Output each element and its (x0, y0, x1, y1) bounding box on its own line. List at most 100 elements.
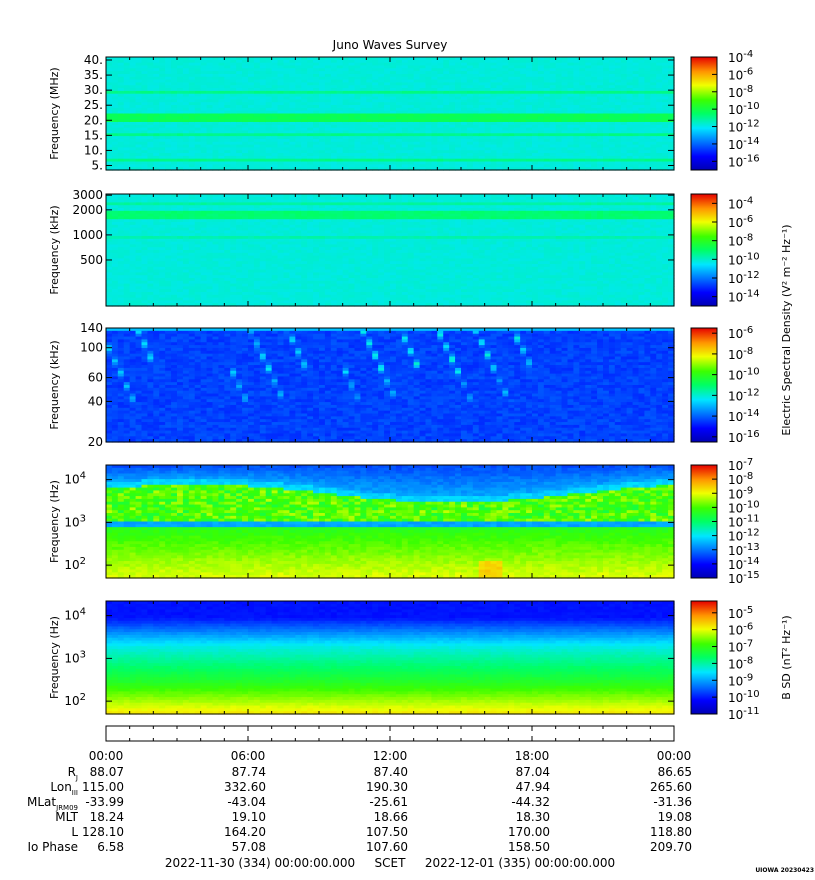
colorbar-label-2-2: 10-8 (728, 233, 753, 249)
ytick-label-3-1: 40 (88, 394, 103, 408)
colorbar-label-3-1: 10-8 (728, 346, 753, 362)
ephem-value-0-1: 87.74 (232, 765, 266, 779)
colorbar-label-1-0: 10-4 (728, 49, 753, 65)
ytick-label-5-2: 104 (64, 607, 86, 623)
ytick-label-2-2: 2000 (72, 203, 103, 217)
ephem-value-2-3: -44.32 (511, 795, 550, 809)
ephem-value-2-4: -31.36 (653, 795, 692, 809)
colorbar-3 (691, 328, 717, 442)
ephem-value-1-2: 190.30 (366, 780, 408, 794)
juno-waves-figure: Juno Waves Survey 5.10.15.20.25.30.35.40… (0, 0, 815, 880)
ytick-label-1-4: 25. (84, 98, 103, 112)
colorbar-label-4-8: 10-15 (728, 570, 760, 586)
ylabel-3: Frequency (kHz) (48, 340, 61, 429)
colorbar-label-1-2: 10-8 (728, 84, 753, 100)
ephem-value-1-3: 47.94 (516, 780, 550, 794)
colorbar-label-1-3: 10-10 (728, 101, 760, 117)
panels: 5.10.15.20.25.30.35.40.Frequency (MHz)10… (48, 49, 793, 722)
ytick-label-4-0: 102 (64, 556, 86, 572)
colorbar-label-2-0: 10-4 (728, 195, 753, 211)
colorbar-label-3-4: 10-14 (728, 408, 760, 424)
ytick-label-1-6: 35. (84, 68, 103, 82)
ephem-value-3-2: 18.66 (374, 810, 408, 824)
ephem-value-3-1: 19.10 (232, 810, 266, 824)
ephem-value-4-4: 118.80 (650, 825, 692, 839)
footer-end: 2022-12-01 (335) 00:00:00.000 (425, 856, 615, 870)
ytick-label-3-0: 20 (88, 435, 103, 449)
ephem-value-3-4: 19.08 (658, 810, 692, 824)
colorbar-label-2-3: 10-10 (728, 251, 760, 267)
ephem-label-4: L (71, 825, 78, 839)
colorbar-label-2-1: 10-6 (728, 214, 753, 230)
colorbar-label-3-5: 10-16 (728, 429, 760, 445)
colorbar-title-2: Electric Spectral Density (V² m⁻² Hz⁻¹) (780, 224, 793, 435)
ytick-label-4-1: 103 (64, 513, 86, 529)
ephem-value-2-1: -43.04 (227, 795, 266, 809)
ytick-label-4-2: 104 (64, 471, 86, 487)
ytick-label-3-3: 100 (80, 341, 103, 355)
ephem-value-5-4: 209.70 (650, 840, 692, 854)
heatmap-2 (106, 194, 675, 307)
ytick-label-3-4: 140 (80, 321, 103, 335)
panel-1: 5.10.15.20.25.30.35.40.Frequency (MHz)10… (48, 49, 760, 172)
time-axis: 00:00 06:00 12:00 18:00 00:00 (89, 726, 692, 763)
ytick-label-1-3: 20. (84, 113, 103, 127)
ytick-label-5-0: 102 (64, 692, 86, 708)
ephem-value-3-0: 18.24 (90, 810, 124, 824)
ephem-value-5-2: 107.60 (366, 840, 408, 854)
colorbar-label-5-0: 10-5 (728, 605, 753, 621)
time-tick-label-2: 12:00 (373, 749, 408, 763)
ephem-value-4-0: 128.10 (82, 825, 124, 839)
colorbar-title-5: B SD (nT² Hz⁻¹) (780, 615, 793, 699)
ephem-value-0-3: 87.04 (516, 765, 550, 779)
ytick-label-2-0: 500 (80, 253, 103, 267)
ephem-value-5-1: 57.08 (232, 840, 266, 854)
colorbar-label-5-4: 10-9 (728, 672, 753, 688)
heatmap-4 (106, 465, 675, 579)
colorbar-label-3-3: 10-12 (728, 387, 760, 403)
ephem-value-4-3: 170.00 (508, 825, 550, 839)
ytick-label-5-1: 103 (64, 649, 86, 665)
ephem-value-2-2: -25.61 (369, 795, 408, 809)
ephem-value-1-0: 115.00 (82, 780, 124, 794)
heatmap-3 (106, 328, 675, 443)
ephem-value-3-3: 18.30 (516, 810, 550, 824)
ylabel-2: Frequency (kHz) (48, 205, 61, 294)
ephem-value-5-0: 6.58 (97, 840, 124, 854)
time-tick-label-3: 18:00 (515, 749, 550, 763)
colorbar-label-3-2: 10-10 (728, 367, 760, 383)
colorbar-label-2-4: 10-12 (728, 270, 760, 286)
colorbar-label-1-1: 10-6 (728, 66, 753, 82)
ytick-label-1-0: 5. (92, 158, 103, 172)
colorbar-label-1-6: 10-16 (728, 153, 760, 169)
colorbar-label-3-0: 10-6 (728, 325, 753, 341)
time-tick-label-0: 00:00 (89, 749, 124, 763)
ylabel-4: Frequency (Hz) (48, 480, 61, 563)
colorbar-label-1-4: 10-12 (728, 119, 760, 135)
figure-title: Juno Waves Survey (332, 38, 448, 52)
colorbar-label-5-3: 10-8 (728, 655, 753, 671)
colorbar-label-5-1: 10-6 (728, 622, 753, 638)
time-tick-label-1: 06:00 (231, 749, 266, 763)
heatmap-5 (106, 601, 675, 715)
colorbar-label-5-2: 10-7 (728, 639, 753, 655)
ephem-value-5-3: 158.50 (508, 840, 550, 854)
footer-stamp: UIOWA 20230423 (755, 867, 814, 874)
colorbar-2 (691, 194, 717, 306)
colorbar-label-5-5: 10-10 (728, 689, 760, 705)
colorbar-label-2-5: 10-14 (728, 289, 760, 305)
ephem-value-0-0: 88.07 (90, 765, 124, 779)
ytick-label-2-3: 3000 (72, 188, 103, 202)
footer-scet: SCET (375, 856, 407, 870)
ephem-value-1-1: 332.60 (224, 780, 266, 794)
footer-start: 2022-11-30 (334) 00:00:00.000 (165, 856, 355, 870)
ephem-value-4-1: 164.20 (224, 825, 266, 839)
ephem-value-0-2: 87.40 (374, 765, 408, 779)
time-tick-label-4: 00:00 (657, 749, 692, 763)
ephem-label-5: Io Phase (27, 840, 78, 854)
ylabel-1: Frequency (MHz) (48, 67, 61, 159)
